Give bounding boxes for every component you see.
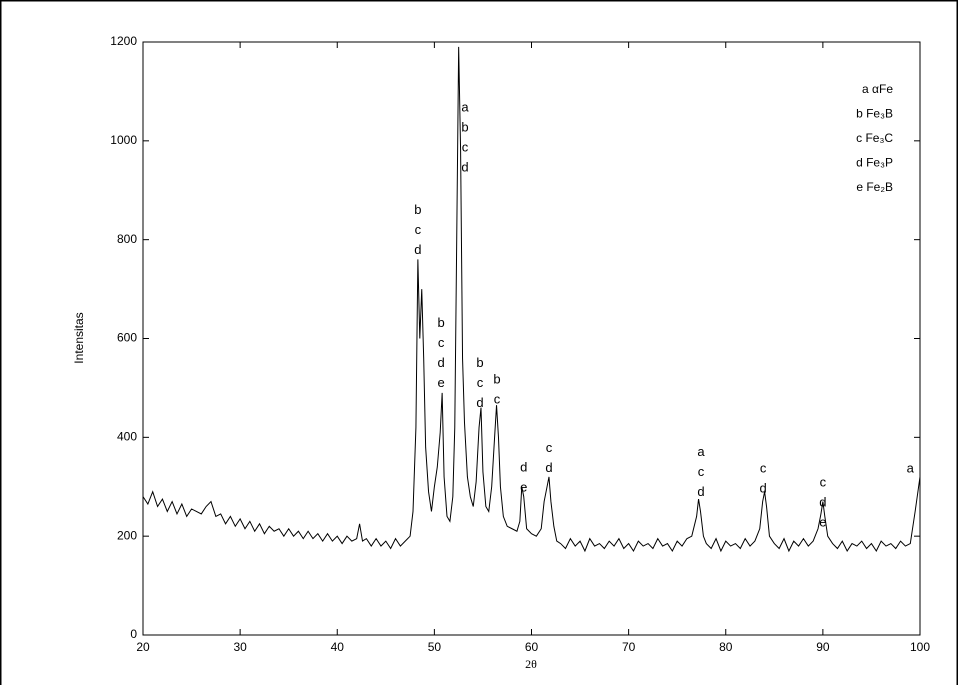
peak-annotation: cd xyxy=(760,460,767,495)
peak-label: b xyxy=(438,315,445,330)
peak-annotation: cde xyxy=(819,474,826,529)
peak-label: c xyxy=(820,474,827,489)
y-tick-label: 800 xyxy=(117,232,137,246)
peak-annotation: a xyxy=(907,460,915,475)
y-tick-label: 0 xyxy=(130,627,137,641)
peak-label: b xyxy=(461,119,468,134)
y-tick-label: 1000 xyxy=(110,133,137,147)
x-tick-label: 80 xyxy=(719,640,733,654)
peak-label: c xyxy=(546,440,553,455)
peak-label: c xyxy=(760,460,767,475)
y-tick-label: 600 xyxy=(117,331,137,345)
x-tick-label: 70 xyxy=(622,640,636,654)
peak-label: d xyxy=(819,494,826,509)
peak-annotation: acd xyxy=(697,444,705,499)
peak-label: d xyxy=(520,460,527,475)
peak-annotation: bc xyxy=(493,372,500,407)
peak-label: c xyxy=(438,335,445,350)
peak-label: d xyxy=(760,480,767,495)
peak-annotation: cd xyxy=(545,440,552,475)
peak-label: e xyxy=(520,480,527,495)
peak-label: d xyxy=(414,242,421,257)
peak-annotation: bcd xyxy=(476,355,483,410)
peak-label: d xyxy=(461,159,468,174)
y-tick-label: 200 xyxy=(117,528,137,542)
peak-label: c xyxy=(477,375,484,390)
peak-label: c xyxy=(462,139,469,154)
y-tick-label: 400 xyxy=(117,430,137,444)
peak-annotation: de xyxy=(520,460,527,495)
data-line xyxy=(142,46,921,553)
legend-entry: d Fe₃P xyxy=(856,156,893,170)
peak-label: c xyxy=(494,392,501,407)
peak-label: a xyxy=(461,99,469,114)
peak-label: d xyxy=(697,484,704,499)
legend-entry: b Fe₃B xyxy=(856,107,893,121)
x-tick-label: 20 xyxy=(136,640,150,654)
peak-label: a xyxy=(697,444,705,459)
peak-label: d xyxy=(476,395,483,410)
x-axis-label: 2θ xyxy=(525,657,537,671)
legend-entry: a αFe xyxy=(862,82,893,96)
peak-label: d xyxy=(438,355,445,370)
peak-label: b xyxy=(414,202,421,217)
legend-entry: c Fe₃C xyxy=(856,131,893,145)
x-tick-label: 60 xyxy=(525,640,539,654)
x-tick-label: 30 xyxy=(233,640,247,654)
peak-label: c xyxy=(415,222,422,237)
peak-label: d xyxy=(545,460,552,475)
peak-annotation: bcd xyxy=(414,202,421,257)
x-tick-label: 50 xyxy=(428,640,442,654)
x-tick-label: 40 xyxy=(331,640,345,654)
peak-label: e xyxy=(438,375,445,390)
peak-label: e xyxy=(819,514,826,529)
x-tick-label: 100 xyxy=(910,640,930,654)
y-tick-label: 1200 xyxy=(110,34,137,48)
y-axis-label: Intensitas xyxy=(72,312,86,363)
x-tick-label: 90 xyxy=(816,640,830,654)
peak-label: b xyxy=(476,355,483,370)
legend-entry: e Fe₂B xyxy=(856,180,893,194)
peak-label: a xyxy=(907,460,915,475)
peak-label: c xyxy=(698,464,705,479)
peak-label: b xyxy=(493,372,500,387)
